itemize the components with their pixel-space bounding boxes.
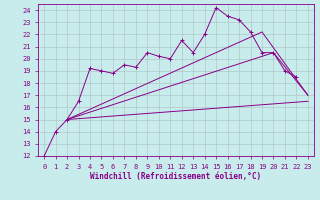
X-axis label: Windchill (Refroidissement éolien,°C): Windchill (Refroidissement éolien,°C)	[91, 172, 261, 181]
